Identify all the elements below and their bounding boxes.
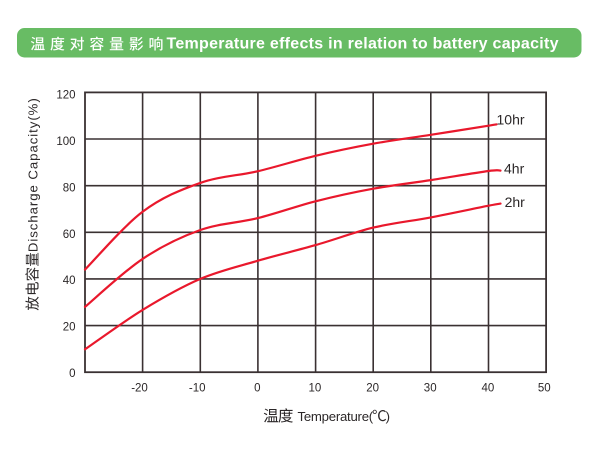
svg-text:10hr: 10hr: [497, 111, 525, 127]
svg-text:-10: -10: [189, 383, 206, 395]
svg-text:60: 60: [63, 229, 76, 241]
svg-text:4hr: 4hr: [504, 161, 525, 177]
svg-text:50: 50: [538, 383, 551, 395]
svg-text:Discharge Capacity(%): Discharge Capacity(%): [26, 97, 41, 252]
svg-text:Temperature effects in relatio: Temperature effects in relation to batte…: [167, 36, 559, 53]
svg-text:100: 100: [56, 136, 75, 148]
svg-text:-20: -20: [131, 383, 148, 395]
svg-text:30: 30: [424, 383, 437, 395]
svg-text:0: 0: [69, 368, 75, 380]
svg-text:10: 10: [309, 383, 322, 395]
svg-text:20: 20: [63, 322, 76, 334]
svg-text:40: 40: [63, 275, 76, 287]
svg-text:): ): [386, 409, 390, 424]
svg-text:40: 40: [482, 383, 495, 395]
svg-text:20: 20: [366, 383, 379, 395]
svg-text:120: 120: [56, 90, 75, 102]
svg-text:80: 80: [63, 183, 76, 195]
svg-text:2hr: 2hr: [505, 194, 526, 210]
svg-text:Temperature(: Temperature(: [298, 409, 374, 424]
svg-text:0: 0: [254, 383, 260, 395]
